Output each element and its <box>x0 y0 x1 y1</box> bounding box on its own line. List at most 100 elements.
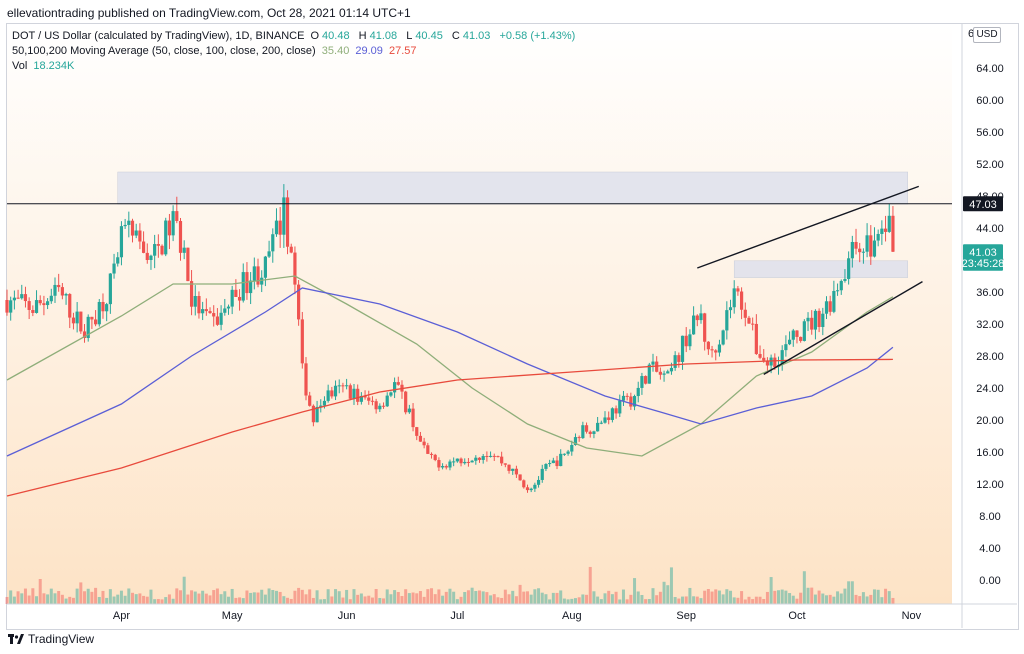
candle-body <box>53 284 57 296</box>
volume-bar <box>271 590 275 604</box>
volume-bar <box>426 589 430 604</box>
volume-bar <box>112 596 116 604</box>
candle-body <box>27 301 31 310</box>
volume-bar <box>537 588 541 604</box>
candle-body <box>348 385 352 399</box>
y-tick-label: 28.00 <box>976 351 1004 363</box>
candle-body <box>518 474 522 481</box>
candle-body <box>481 456 485 460</box>
volume-bar <box>743 599 747 604</box>
candle-body <box>189 281 194 307</box>
volume-bar <box>156 599 160 604</box>
volume-bar <box>566 599 570 604</box>
volume-bar <box>127 588 131 604</box>
candle-body <box>865 235 869 252</box>
volume-bar <box>832 596 836 604</box>
volume-bar <box>215 588 219 604</box>
volume-bar <box>529 594 533 604</box>
volume-bar <box>411 592 415 604</box>
volume-bar <box>655 595 659 604</box>
y-tick-label: 24.00 <box>976 383 1004 395</box>
volume-bar <box>289 598 293 604</box>
volume-bar <box>817 590 821 604</box>
volume-bar <box>35 596 39 604</box>
volume-bar <box>747 596 751 604</box>
volume-bar <box>540 592 544 604</box>
y-tick-label: 56.00 <box>976 127 1004 139</box>
volume-bar <box>610 594 614 604</box>
volume-bar <box>872 589 876 604</box>
candle-body <box>34 300 39 313</box>
volume-bar <box>293 590 297 604</box>
candle-body <box>452 461 456 463</box>
candle-body <box>799 336 803 341</box>
candle-body <box>732 288 736 308</box>
volume-bar <box>260 589 264 604</box>
candle-body <box>817 310 821 327</box>
candle-body <box>93 319 98 325</box>
y-tick-label: 20.00 <box>976 415 1004 427</box>
candle-body <box>810 317 814 330</box>
volume-bar <box>666 585 670 604</box>
candle-body <box>680 335 685 362</box>
channel-lower-line <box>763 280 923 376</box>
y-tick-label: 8.00 <box>979 511 1000 523</box>
price-tag <box>963 244 1003 260</box>
price-tag <box>963 196 1003 212</box>
volume-bar <box>20 593 24 604</box>
candle-body <box>570 445 574 452</box>
volume-bar <box>378 597 382 604</box>
volume-bar <box>186 594 190 604</box>
candle-body <box>392 382 397 393</box>
volume-bar <box>658 591 662 604</box>
candle-body <box>725 310 729 331</box>
candle-body <box>46 301 50 306</box>
volume-bar <box>300 589 304 604</box>
candle-body <box>127 220 131 225</box>
candle-body <box>356 388 360 402</box>
candle-body <box>418 435 423 442</box>
volume-bar <box>167 594 171 604</box>
volume-bar <box>496 597 500 604</box>
moving-average-legend: 50,100,200 Moving Average (50, close, 10… <box>12 45 420 57</box>
candle-body <box>721 330 725 345</box>
candle-body <box>411 408 415 428</box>
volume-bar <box>577 597 581 604</box>
candle-body <box>374 401 378 410</box>
volume-bar <box>651 588 655 604</box>
volume-bar <box>5 596 9 604</box>
volume-bar <box>164 597 168 604</box>
volume-bar <box>12 596 16 604</box>
volume-bar <box>418 591 422 604</box>
volume-bar <box>223 591 227 604</box>
candle-body <box>444 466 448 468</box>
volume-bar <box>226 596 230 604</box>
volume-bar <box>514 596 518 604</box>
footer-brand-name: TradingView <box>28 632 95 646</box>
candle-body <box>485 456 489 458</box>
candle-body <box>440 466 445 468</box>
x-tick-label: Sep <box>676 610 696 622</box>
candle-body <box>68 294 72 318</box>
volume-bar <box>854 594 858 604</box>
volume-bar <box>633 578 637 604</box>
volume-bar <box>614 591 618 604</box>
volume-bar <box>53 593 57 604</box>
volume-bar <box>459 596 463 604</box>
volume-bar <box>821 593 825 604</box>
candle-body <box>149 255 153 260</box>
volume-bar <box>337 591 341 604</box>
candle-body <box>861 251 866 253</box>
volume-bar <box>492 594 496 604</box>
volume-bar <box>90 591 94 604</box>
candle-body <box>293 252 297 285</box>
volume-bar <box>241 598 245 604</box>
volume-bar <box>57 591 61 604</box>
volume-bar <box>861 592 865 604</box>
candle-body <box>618 400 622 414</box>
volume-bar <box>382 598 386 604</box>
candle-body <box>850 241 854 259</box>
currency-button[interactable]: USD <box>973 27 1001 43</box>
candle-body <box>167 220 172 236</box>
